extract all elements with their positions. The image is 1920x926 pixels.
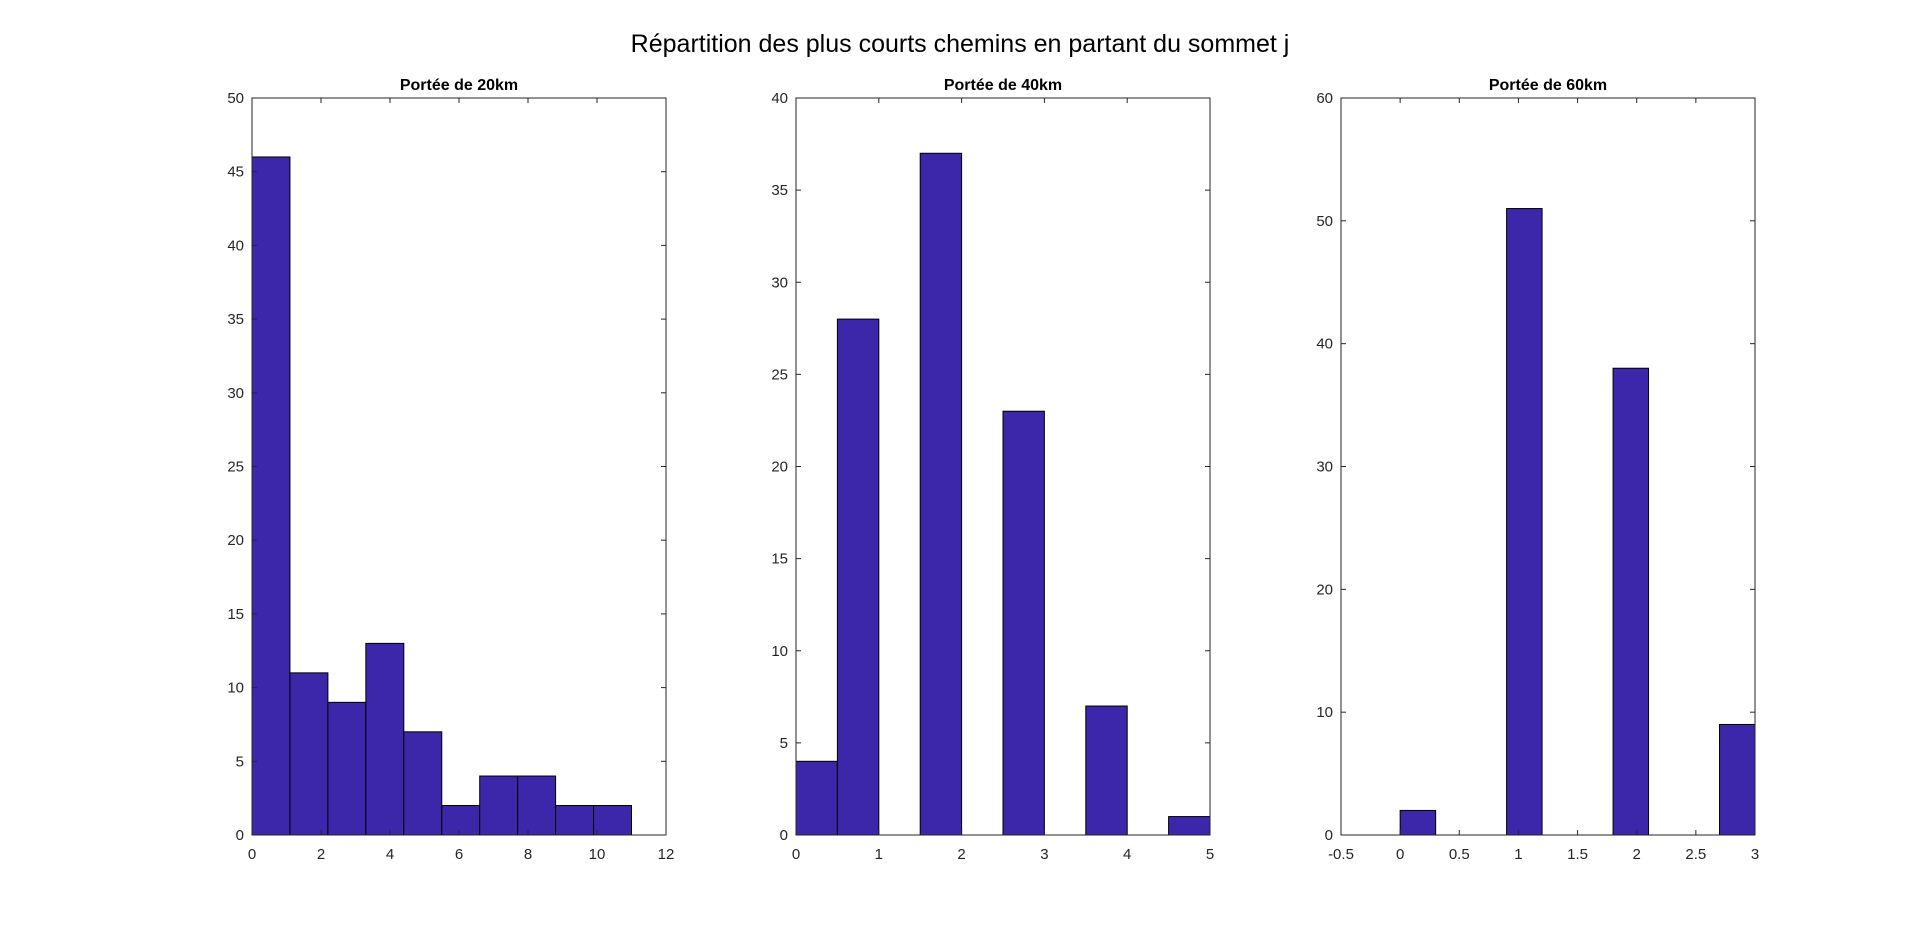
y-tick-label: 25	[227, 459, 244, 476]
histogram-bar	[327, 701, 367, 836]
y-tick-label: 60	[1316, 90, 1333, 107]
x-tick-label: 4	[1123, 846, 1131, 863]
histogram-bar	[836, 318, 880, 836]
y-tick-label: 35	[771, 182, 788, 199]
subplot-title: Portée de 40km	[944, 77, 1062, 94]
y-tick-label: 40	[1316, 336, 1333, 353]
y-tick-label: 30	[1316, 459, 1333, 476]
y-tick-label: 30	[227, 385, 244, 402]
subplot-title: Portée de 60km	[1489, 77, 1607, 94]
x-tick-label: 12	[658, 846, 675, 863]
subplot-title: Portée de 20km	[400, 77, 518, 94]
y-tick-label: 25	[771, 366, 788, 383]
histogram-bar	[365, 642, 405, 836]
y-tick-label: 40	[771, 90, 788, 107]
x-tick-label: 1	[875, 846, 883, 863]
histogram-bar	[1168, 816, 1211, 836]
histogram-bar	[1719, 723, 1756, 836]
histogram-bar	[517, 775, 557, 836]
histogram-bar	[555, 805, 595, 836]
axes-box	[1340, 97, 1756, 836]
histogram-bar	[251, 156, 291, 836]
subplot-1: 0 2 4 6 8 10 12 0 5 10 15 20 25 30 35 40 45 50 Portée de 2…	[227, 77, 674, 863]
y-tick-label: 50	[1316, 213, 1333, 230]
y-tick-label: 0	[236, 827, 244, 844]
y-tick-label: 30	[771, 274, 788, 291]
x-tick-label: 4	[386, 846, 394, 863]
histogram-bar	[795, 760, 838, 836]
y-tick-label: 15	[771, 551, 788, 568]
histogram-bar	[1506, 208, 1543, 836]
x-tick-label: 5	[1206, 846, 1214, 863]
histogram-bar	[441, 805, 481, 836]
x-tick-label: 0	[1396, 846, 1404, 863]
x-tick-label: 8	[524, 846, 532, 863]
y-tick-label: 15	[227, 606, 244, 623]
y-tick-label: 0	[780, 827, 788, 844]
histogram-bar	[403, 731, 443, 836]
y-tick-label: 35	[227, 311, 244, 328]
x-tick-label: 2	[957, 846, 965, 863]
x-tick-label: 1.5	[1567, 846, 1588, 863]
x-tick-label: 2	[317, 846, 325, 863]
y-tick-label: 45	[227, 164, 244, 181]
x-tick-label: 3	[1040, 846, 1048, 863]
y-tick-label: 5	[780, 735, 788, 752]
histogram-bar	[1399, 809, 1437, 836]
y-tick-label: 10	[1316, 704, 1333, 721]
y-tick-label: 10	[227, 680, 244, 697]
y-tick-label: 10	[771, 643, 788, 660]
histogram-bar	[919, 152, 963, 836]
x-tick-label: 3	[1751, 846, 1759, 863]
x-tick-label: 0	[248, 846, 256, 863]
figure-title: Répartition des plus courts chemins en p…	[630, 30, 1290, 58]
x-tick-label: 1	[1514, 846, 1522, 863]
y-tick-label: 40	[227, 237, 244, 254]
histogram-bar	[1002, 410, 1045, 836]
y-tick-label: 0	[1325, 827, 1333, 844]
x-tick-label: 6	[455, 846, 463, 863]
x-tick-label: 0.5	[1449, 846, 1470, 863]
y-tick-label: 20	[1316, 581, 1333, 598]
y-tick-label: 50	[227, 90, 244, 107]
y-tick-label: 20	[771, 459, 788, 476]
x-tick-label: 10	[589, 846, 606, 863]
histogram-bar	[1085, 705, 1128, 836]
x-tick-label: 0	[792, 846, 800, 863]
y-tick-label: 5	[236, 753, 244, 770]
y-tick-label: 20	[227, 532, 244, 549]
histogram-bar	[479, 775, 519, 836]
x-tick-label: 2	[1633, 846, 1641, 863]
subplot-2: 0 1 2 3 4 5 0 5 10 15 20 25 30 35 40 Portée de 40km	[771, 77, 1214, 863]
x-tick-label: -0.5	[1328, 846, 1354, 863]
histogram-bar	[289, 672, 329, 836]
x-tick-label: 2.5	[1685, 846, 1706, 863]
histogram-bar	[593, 805, 632, 836]
histogram-bar	[1612, 367, 1650, 836]
